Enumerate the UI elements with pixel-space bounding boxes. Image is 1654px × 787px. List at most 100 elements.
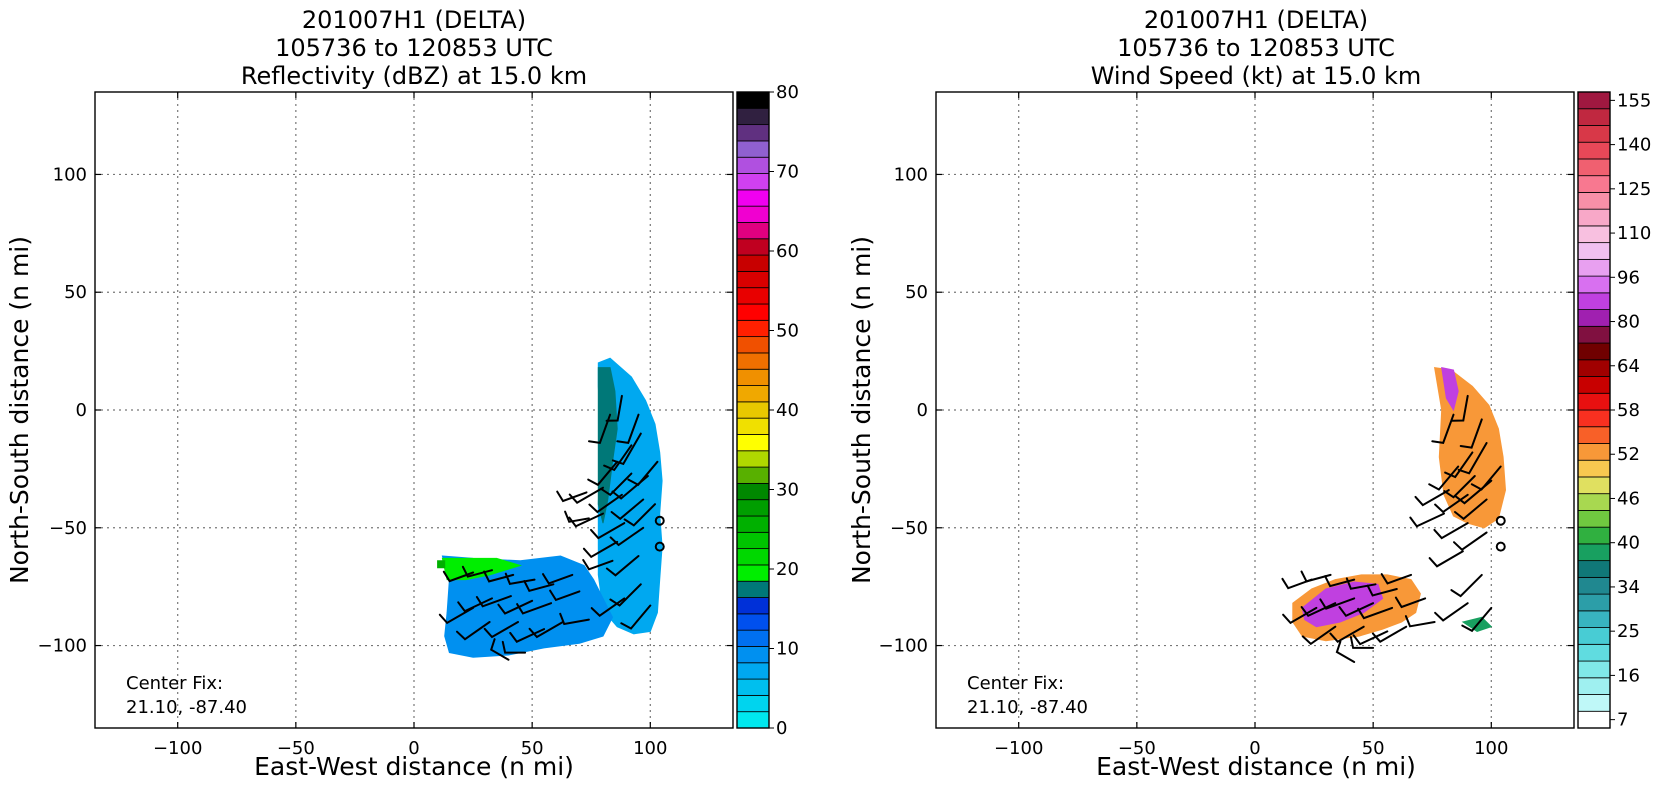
colorbar-cell: [1577, 426, 1611, 444]
wind-barb: [1428, 550, 1464, 568]
colorbar-tick-label: 40: [776, 400, 799, 421]
wind-barb: [1414, 489, 1450, 507]
colorbar-tick-label: 30: [776, 480, 799, 501]
colorbar-cell: [1577, 158, 1611, 177]
wind-barb: [1443, 475, 1476, 499]
wind-barb: [588, 493, 623, 514]
colorbar-cell: [736, 450, 770, 468]
colorbar-cell: [736, 629, 770, 647]
wind-barb: [1453, 531, 1488, 551]
wind-barb: [556, 490, 588, 503]
y-tick-label: 50: [905, 282, 928, 303]
wind-barb: [1380, 573, 1412, 585]
x-tick-label: 0: [1249, 738, 1260, 759]
wind-barb: [1282, 606, 1318, 625]
panel-title-line-2: 105736 to 120853 UTC: [1117, 34, 1395, 62]
y-tick-label: 0: [917, 400, 928, 421]
y-tick-label: 50: [64, 282, 87, 303]
colorbar-cell: [1577, 108, 1611, 126]
colorbar-cell: [736, 597, 770, 615]
y-axis-label: North-South distance (n mi): [5, 236, 34, 584]
colorbar-cell: [736, 270, 770, 289]
wind-barb: [1324, 575, 1356, 588]
data-region-horizontal-core: [1301, 581, 1384, 628]
wind-barb: [627, 460, 659, 487]
wind-barb: [582, 559, 614, 571]
colorbar-cell: [736, 548, 770, 566]
colorbar-tick-label: 10: [776, 639, 799, 660]
colorbar-cell: [736, 336, 770, 354]
wind-barb: [587, 460, 619, 487]
colorbar-cell: [736, 694, 770, 713]
colorbar-cell: [1577, 476, 1611, 495]
wind-barb: [1301, 625, 1337, 646]
colorbar-tick-label: 80: [776, 82, 799, 103]
colorbar-cell: [736, 417, 770, 435]
colorbar-cell: [736, 515, 770, 533]
colorbar-tick-label: 52: [1617, 444, 1640, 465]
colorbar-cell: [736, 238, 770, 256]
colorbar-cell: [1577, 610, 1611, 628]
colorbar-cell: [736, 646, 770, 664]
x-tick-label: 50: [521, 738, 544, 759]
wind-barb: [610, 498, 645, 521]
wind-barb: [1338, 602, 1375, 618]
colorbar-cell: [1577, 576, 1611, 595]
wind-barb: [475, 595, 512, 608]
colorbar-cell: [1577, 225, 1611, 244]
data-region-vertical-core: [1441, 366, 1459, 412]
colorbar-cell: [736, 173, 770, 191]
x-tick-label: −100: [153, 738, 202, 759]
wind-barb: [559, 612, 590, 626]
calm-wind-circle: [1495, 515, 1506, 526]
colorbar-cell: [736, 222, 770, 240]
colorbar-cell: [736, 711, 770, 729]
center-fix-label: Center Fix:: [126, 673, 223, 694]
colorbar-tick-label: 60: [776, 241, 799, 262]
colorbar-cell: [736, 434, 770, 452]
wind-barb: [489, 638, 510, 661]
colorbar-cell: [1577, 325, 1611, 344]
wind-barb: [497, 599, 534, 615]
colorbar-cell: [736, 140, 770, 158]
wind-barb: [1433, 522, 1469, 540]
colorbar-tick-label: 140: [1617, 135, 1651, 156]
wind-barb: [1450, 573, 1483, 598]
wind-barb: [1357, 606, 1394, 620]
center-fix-label: Center Fix:: [967, 673, 1064, 694]
wind-barb: [528, 621, 564, 639]
colorbar-tick-label: 46: [1617, 488, 1640, 509]
wind-barb: [1454, 498, 1488, 521]
wind-barb: [523, 580, 555, 592]
wind-barb: [582, 540, 619, 559]
colorbar-cell: [736, 368, 770, 386]
colorbar-cell: [1577, 493, 1611, 511]
wind-barb: [1319, 597, 1356, 610]
colorbar-cell: [736, 156, 770, 174]
colorbar-cell: [1577, 710, 1611, 729]
wind-barb: [438, 606, 475, 625]
y-tick-label: 0: [76, 400, 87, 421]
wind-barb: [1335, 640, 1356, 663]
wind-barb: [1366, 584, 1398, 597]
y-tick-label: −100: [879, 636, 928, 657]
colorbar-tick-label: 50: [776, 321, 799, 342]
wind-barb: [616, 413, 640, 445]
wind-barb: [1409, 512, 1445, 528]
y-tick-label: 100: [53, 164, 87, 185]
wind-barb: [483, 621, 519, 639]
reflectivity-colorbar: 0 10 20 30 40 50 60 70 80: [736, 82, 799, 739]
wind-speed-plot-area: −100 −50 0 50 100 −100 −50 0 50 100: [879, 91, 1575, 759]
colorbar-tick-label: 96: [1617, 267, 1640, 288]
wind-barb: [542, 573, 574, 585]
x-tick-label: −100: [994, 738, 1043, 759]
colorbar-tick-label: 80: [1617, 312, 1640, 333]
colorbar-tick-label: 58: [1617, 400, 1640, 421]
panel-title-line-1: 201007H1 (DELTA): [302, 6, 526, 34]
wind-barb: [605, 555, 640, 577]
colorbar-cell: [1577, 660, 1611, 679]
wind-barb: [1470, 465, 1502, 491]
colorbar-cell: [1577, 342, 1611, 361]
wind-barb: [1431, 413, 1455, 445]
wind-barb: [1371, 625, 1408, 643]
